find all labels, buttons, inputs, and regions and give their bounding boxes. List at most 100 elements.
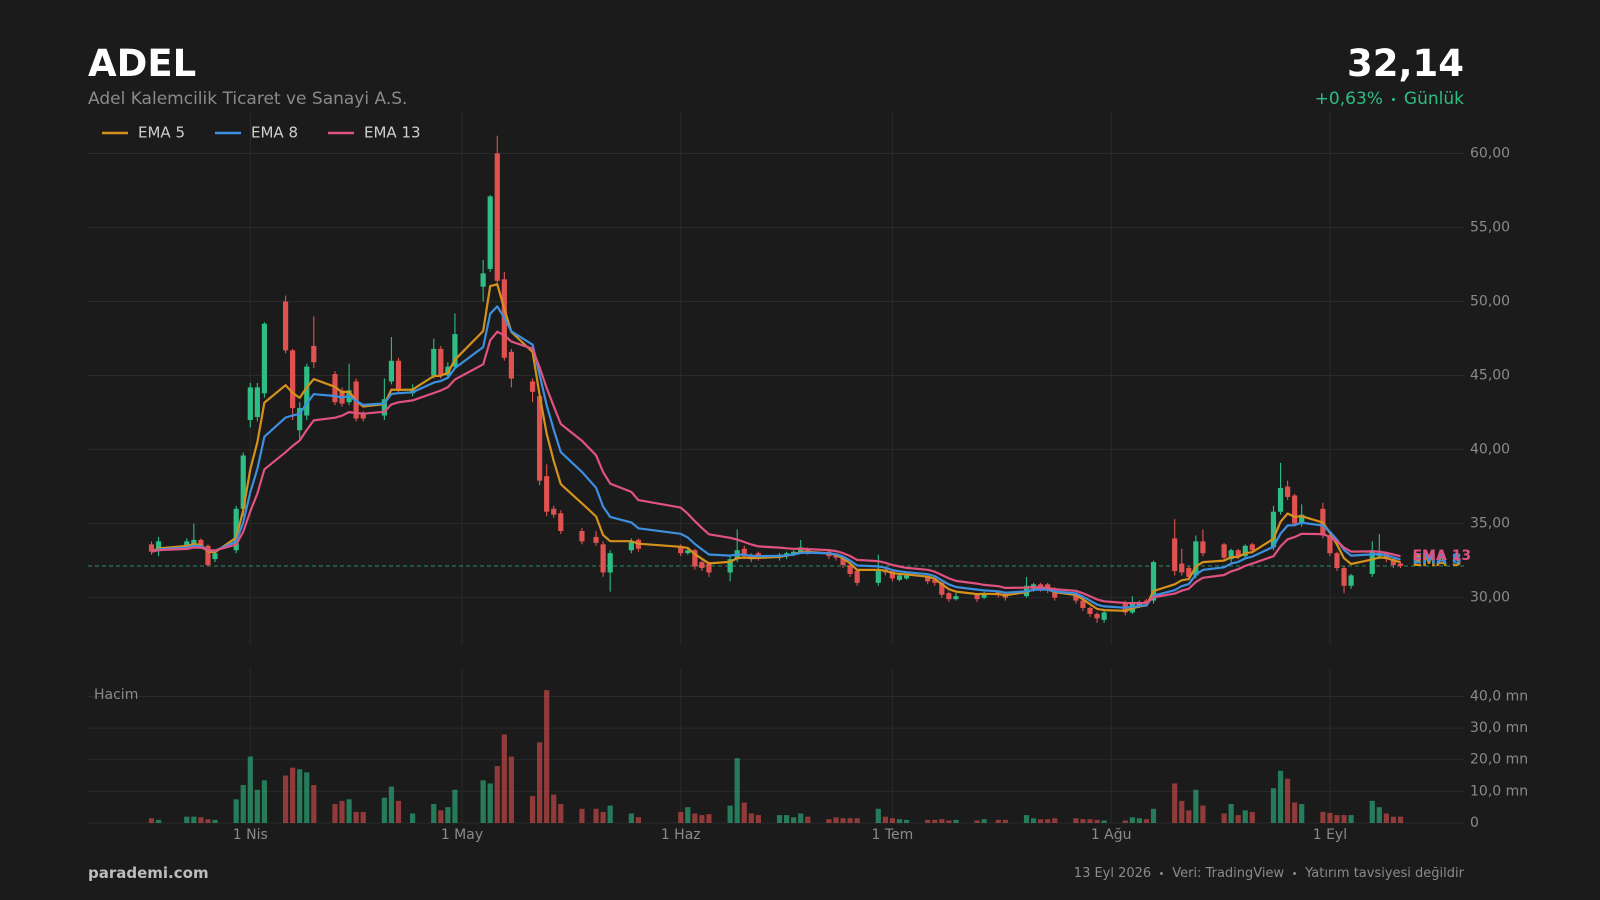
candle-body <box>529 381 536 392</box>
volume-bar <box>847 818 853 823</box>
volume-bar <box>508 756 514 823</box>
volume-bar <box>925 819 931 823</box>
volume-bar <box>833 817 839 823</box>
y-tick-label: 45,00 <box>1470 368 1510 384</box>
volume-bar <box>1334 815 1340 823</box>
candle-body <box>1200 541 1206 554</box>
candle-body <box>925 576 931 582</box>
candle-body <box>480 273 486 287</box>
y-tick-label: 50,00 <box>1470 294 1510 310</box>
volume-tick-label: 0 <box>1470 815 1479 831</box>
candle-body <box>233 508 239 551</box>
candle-body <box>551 508 557 515</box>
candle-body <box>607 553 613 573</box>
legend-label: EMA 13 <box>364 124 421 142</box>
x-tick-label: 1 May <box>441 827 483 843</box>
candle-body <box>727 559 733 573</box>
candle-body <box>191 539 197 545</box>
volume-bar <box>1186 810 1192 823</box>
candle-body <box>311 345 317 363</box>
candle-body <box>939 582 945 595</box>
ema-line <box>151 305 1401 609</box>
candle-body <box>544 476 550 512</box>
volume-bar <box>741 802 747 823</box>
volume-bar <box>699 815 705 823</box>
volume-bar <box>1277 770 1284 823</box>
volume-bar <box>501 734 507 823</box>
volume-bar <box>339 800 345 823</box>
candle-body <box>261 323 268 394</box>
volume-bar <box>882 816 888 823</box>
volume-bar <box>1292 802 1298 823</box>
volume-bar <box>205 819 211 823</box>
candle-body <box>706 563 712 573</box>
candle-body <box>1390 559 1397 566</box>
ema-line <box>151 283 1401 612</box>
y-tick-label: 55,00 <box>1470 219 1510 235</box>
candle-body <box>494 153 500 281</box>
company-name: Adel Kalemcilik Ticaret ve Sanayi A.S. <box>88 89 408 109</box>
volume-bar <box>1249 811 1255 823</box>
volume-bar <box>332 804 338 823</box>
volume-bar <box>678 811 684 823</box>
ema-end-label: EMA 5 <box>1412 554 1461 570</box>
candle-body <box>1073 593 1079 601</box>
volume-bar <box>1235 815 1241 823</box>
candle-body <box>381 399 387 416</box>
volume-bar <box>579 808 585 823</box>
volume-bar <box>1242 810 1248 823</box>
volume-bar <box>1193 789 1199 823</box>
volume-bar <box>1383 813 1389 823</box>
candle-body <box>579 530 585 542</box>
candle-body <box>1341 568 1347 586</box>
x-tick-label: 1 Nis <box>233 827 268 843</box>
candle-body <box>304 366 310 416</box>
candle-body <box>360 414 366 419</box>
candle-body <box>847 565 853 574</box>
volume-bar <box>1087 819 1093 823</box>
ema-end-label: EMA 13 <box>1412 548 1471 564</box>
volume-tick-label: 20,0 mn <box>1470 752 1528 768</box>
candle-body <box>1186 568 1192 577</box>
separator <box>1391 97 1395 101</box>
candle-body <box>438 348 444 376</box>
volume-bar <box>840 818 846 823</box>
candle-body <box>247 387 253 420</box>
candle-body <box>1094 613 1100 619</box>
x-tick-label: 1 Tem <box>872 827 914 843</box>
volume-tick-label: 40,0 mn <box>1470 688 1528 704</box>
volume-bar <box>607 805 613 823</box>
volume-bar <box>297 769 303 823</box>
last-price: 32,14 <box>1346 42 1464 85</box>
volume-tick-label: 30,0 mn <box>1470 720 1528 736</box>
volume-bar <box>445 807 451 823</box>
volume-bar <box>1094 819 1100 823</box>
candle-body <box>1179 563 1185 573</box>
volume-bar <box>1341 815 1347 823</box>
candle-body <box>282 301 289 351</box>
volume-bar <box>1045 819 1051 823</box>
volume-bar <box>734 758 740 823</box>
volume-bar <box>1002 819 1008 823</box>
brand: parademi.com <box>88 864 209 882</box>
volume-bar <box>805 816 811 823</box>
volume-bar <box>1129 817 1135 823</box>
change-line: +0,63% Günlük <box>1315 89 1464 109</box>
candle-body <box>896 575 903 580</box>
candle-body <box>875 569 881 583</box>
candle-body <box>1150 562 1157 601</box>
volume-bar <box>826 819 832 823</box>
x-tick-label: 1 Ağu <box>1091 827 1132 843</box>
volume-bar <box>685 807 691 823</box>
volume-bar <box>1030 818 1037 823</box>
candle-body <box>692 550 698 567</box>
volume-bar <box>903 819 910 823</box>
volume-bar <box>1122 820 1128 823</box>
volume-bar <box>776 815 783 823</box>
source: Veri: TradingView <box>1172 866 1285 881</box>
volume-bar <box>755 815 761 823</box>
candle-body <box>1080 600 1086 608</box>
candle-body <box>1277 488 1284 512</box>
